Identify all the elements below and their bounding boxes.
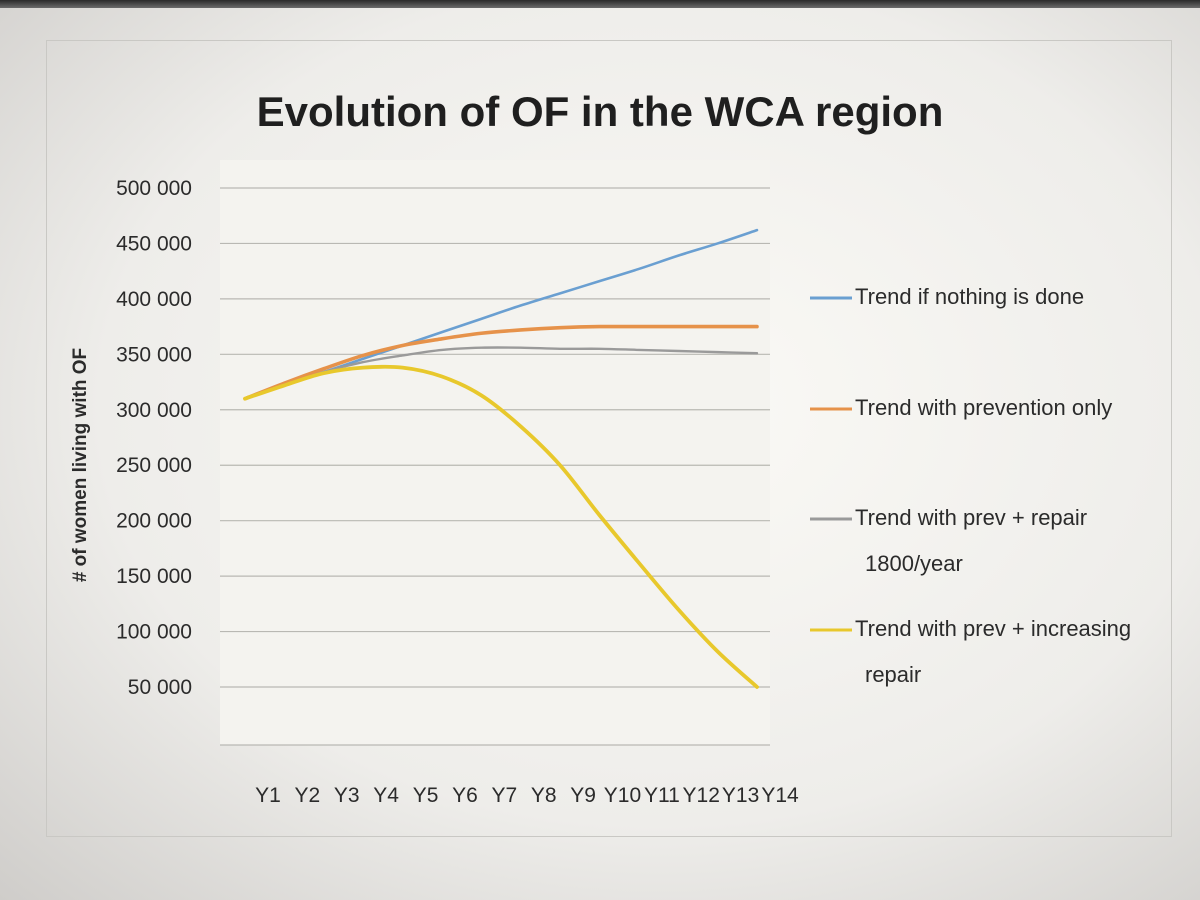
y-axis-ticks: 500 000 450 000 400 000 350 000 300 000 250 0… — [116, 177, 192, 699]
y-tick-label: 200 000 — [116, 510, 192, 533]
series-line-4 — [243, 364, 759, 689]
x-tick-label: Y11 — [644, 784, 680, 807]
x-tick-label: Y8 — [531, 784, 557, 807]
x-tick-label: Y10 — [604, 784, 641, 807]
y-tick-label: 500 000 — [116, 177, 192, 200]
plot-background — [220, 160, 770, 745]
x-tick-label: Y7 — [491, 784, 517, 807]
legend: Trend if nothing is done Trend with preve… — [810, 284, 1131, 687]
x-tick-label: Y5 — [413, 784, 439, 807]
gridlines — [220, 187, 770, 746]
x-tick-label: Y14 — [761, 784, 799, 807]
plot-area — [220, 160, 770, 745]
y-tick-label: 50 000 — [128, 676, 192, 699]
x-axis-ticks: Y1 Y2 Y3 Y4 Y5 Y6 Y7 Y8 Y9 Y10 Y11 Y12 Y13 Y14 — [255, 784, 799, 807]
legend-label: Trend with prev + repair — [855, 505, 1087, 530]
y-tick-label: 350 000 — [116, 343, 192, 366]
x-tick-label: Y13 — [722, 784, 759, 807]
y-tick-label: 150 000 — [116, 565, 192, 588]
legend-label: Trend with prevention only — [855, 395, 1112, 420]
x-tick-label: Y9 — [570, 784, 596, 807]
y-axis-label: # of women living with OF — [70, 348, 91, 582]
y-tick-label: 450 000 — [116, 232, 192, 255]
legend-label: Trend with prev + increasing — [855, 616, 1131, 641]
x-tick-label: Y6 — [452, 784, 478, 807]
legend-label: repair — [865, 662, 921, 687]
series-line-2 — [243, 324, 759, 401]
x-tick-label: Y1 — [255, 784, 281, 807]
screen-bezel — [0, 0, 1200, 8]
x-tick-label: Y4 — [373, 784, 399, 807]
series-lines — [243, 228, 759, 689]
x-tick-label: Y12 — [683, 784, 720, 807]
legend-label: Trend if nothing is done — [855, 284, 1084, 309]
x-tick-label: Y2 — [295, 784, 321, 807]
y-tick-label: 300 000 — [116, 399, 192, 422]
y-tick-label: 250 000 — [116, 454, 192, 477]
y-tick-label: 400 000 — [116, 288, 192, 311]
chart-frame — [46, 40, 1172, 837]
chart-title: Evolution of OF in the WCA region — [257, 88, 944, 135]
x-tick-label: Y3 — [334, 784, 360, 807]
legend-label: 1800/year — [865, 551, 963, 576]
y-tick-label: 100 000 — [116, 621, 192, 644]
